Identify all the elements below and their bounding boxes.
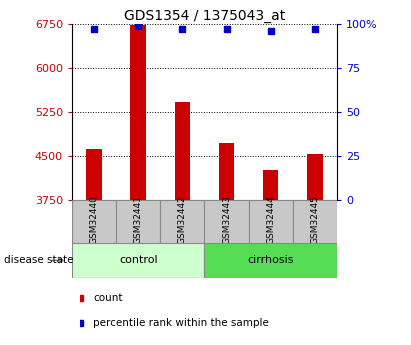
Text: count: count xyxy=(93,294,123,303)
Text: cirrhosis: cirrhosis xyxy=(247,256,294,265)
Text: control: control xyxy=(119,256,157,265)
Bar xyxy=(160,200,205,243)
Bar xyxy=(307,154,323,200)
Bar xyxy=(293,200,337,243)
Bar xyxy=(205,200,249,243)
Bar xyxy=(86,149,102,200)
Text: GSM32444: GSM32444 xyxy=(266,195,275,244)
Text: GSM32445: GSM32445 xyxy=(310,195,319,244)
Bar xyxy=(72,243,205,278)
Text: GSM32442: GSM32442 xyxy=(178,195,187,244)
Bar xyxy=(72,200,116,243)
Text: percentile rank within the sample: percentile rank within the sample xyxy=(93,318,269,327)
Bar xyxy=(130,25,146,200)
Bar xyxy=(263,170,279,200)
Text: GSM32441: GSM32441 xyxy=(134,195,143,244)
Bar xyxy=(116,200,160,243)
Bar xyxy=(219,143,234,200)
Text: GSM32440: GSM32440 xyxy=(90,195,99,244)
Bar xyxy=(175,101,190,200)
Text: disease state: disease state xyxy=(4,256,74,265)
Bar xyxy=(249,200,293,243)
Title: GDS1354 / 1375043_at: GDS1354 / 1375043_at xyxy=(124,9,285,23)
Bar xyxy=(205,243,337,278)
Text: GSM32443: GSM32443 xyxy=(222,195,231,244)
